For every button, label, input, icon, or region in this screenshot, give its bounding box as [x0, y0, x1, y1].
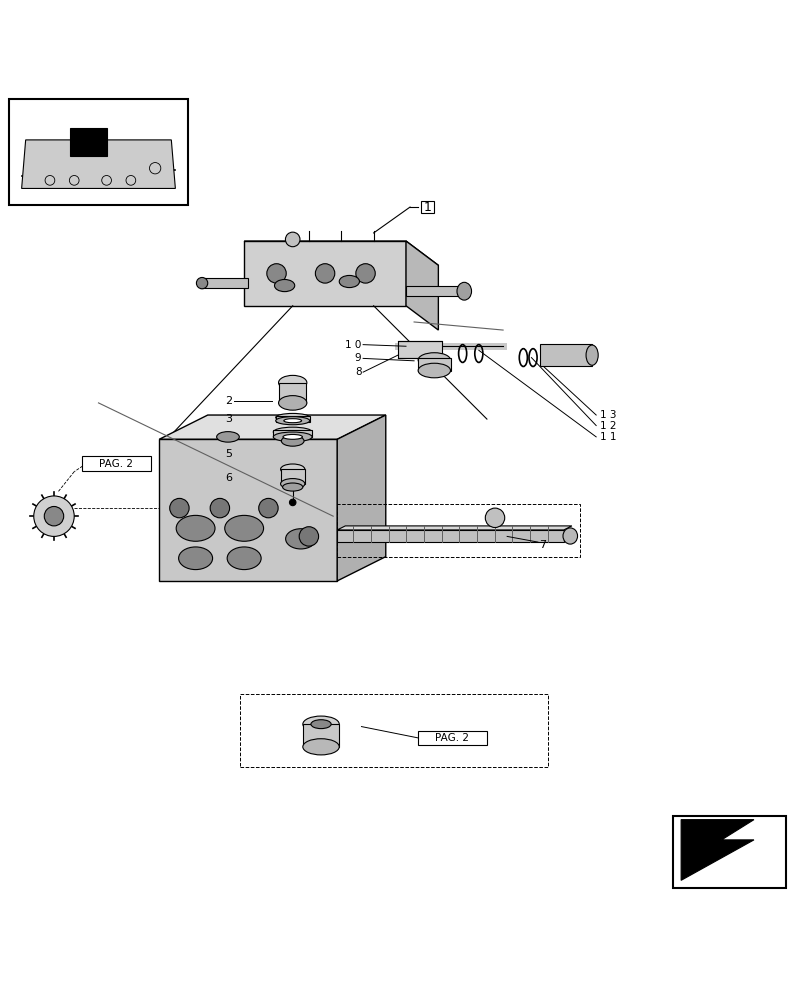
Ellipse shape — [339, 275, 359, 288]
Ellipse shape — [178, 547, 212, 570]
Bar — [279, 383, 306, 403]
Circle shape — [315, 264, 334, 283]
Polygon shape — [406, 241, 438, 330]
Circle shape — [34, 496, 74, 536]
Bar — [539, 344, 591, 366]
Ellipse shape — [457, 282, 471, 300]
Text: 8: 8 — [354, 367, 361, 377]
Bar — [276, 416, 309, 422]
Ellipse shape — [311, 720, 331, 729]
Text: 2: 2 — [225, 396, 232, 406]
Circle shape — [169, 498, 189, 518]
Ellipse shape — [281, 464, 304, 475]
Circle shape — [259, 498, 278, 518]
Ellipse shape — [303, 739, 339, 755]
Ellipse shape — [273, 432, 311, 442]
Ellipse shape — [274, 279, 294, 292]
Text: 6: 6 — [225, 473, 232, 483]
Polygon shape — [406, 286, 466, 296]
Text: 3: 3 — [225, 414, 232, 424]
Ellipse shape — [281, 436, 303, 446]
Bar — [273, 430, 311, 437]
Text: 1 3: 1 3 — [599, 410, 616, 420]
Ellipse shape — [227, 547, 261, 570]
Circle shape — [355, 264, 375, 283]
Polygon shape — [680, 820, 753, 880]
Ellipse shape — [281, 479, 304, 489]
Ellipse shape — [176, 515, 215, 541]
Ellipse shape — [276, 413, 309, 422]
Ellipse shape — [283, 434, 302, 439]
Bar — [672, 816, 785, 888]
Bar — [337, 504, 579, 557]
Text: 7: 7 — [539, 540, 546, 550]
Text: 1 2: 1 2 — [599, 421, 616, 431]
Ellipse shape — [285, 529, 315, 549]
Polygon shape — [159, 439, 337, 581]
Polygon shape — [244, 241, 438, 265]
Bar — [420, 201, 433, 213]
Text: 9: 9 — [354, 353, 361, 363]
Ellipse shape — [418, 363, 450, 378]
Text: 1 0: 1 0 — [345, 340, 361, 350]
Text: 1 1: 1 1 — [599, 432, 616, 442]
Bar — [303, 724, 339, 747]
Ellipse shape — [217, 432, 239, 442]
Circle shape — [289, 499, 295, 506]
Polygon shape — [337, 415, 385, 581]
Circle shape — [210, 498, 230, 518]
Ellipse shape — [282, 483, 303, 491]
Circle shape — [45, 506, 63, 526]
Bar — [10, 99, 187, 205]
Bar — [337, 530, 563, 542]
Polygon shape — [22, 140, 175, 188]
Ellipse shape — [225, 515, 264, 541]
Ellipse shape — [276, 417, 309, 425]
Polygon shape — [159, 415, 385, 439]
Bar — [281, 469, 304, 484]
Ellipse shape — [273, 427, 311, 437]
Bar — [240, 694, 547, 767]
Polygon shape — [200, 278, 248, 288]
Circle shape — [285, 232, 299, 247]
Ellipse shape — [303, 716, 339, 732]
Circle shape — [485, 508, 504, 528]
Text: 4: 4 — [225, 432, 232, 442]
Text: 5: 5 — [225, 449, 232, 459]
Text: 1: 1 — [423, 201, 431, 214]
Ellipse shape — [278, 396, 307, 410]
Ellipse shape — [586, 345, 598, 365]
Ellipse shape — [418, 353, 450, 367]
Bar — [82, 456, 151, 471]
Circle shape — [196, 277, 208, 289]
Ellipse shape — [562, 528, 577, 544]
Polygon shape — [337, 526, 571, 530]
Ellipse shape — [278, 375, 307, 390]
Polygon shape — [70, 128, 106, 156]
Text: PAG. 2: PAG. 2 — [99, 459, 133, 469]
Circle shape — [298, 527, 318, 546]
Text: PAG. 2: PAG. 2 — [435, 733, 469, 743]
Bar — [418, 358, 450, 371]
Polygon shape — [244, 241, 406, 306]
Bar — [418, 731, 487, 745]
Bar — [397, 341, 442, 358]
Circle shape — [267, 264, 286, 283]
Ellipse shape — [284, 419, 301, 423]
